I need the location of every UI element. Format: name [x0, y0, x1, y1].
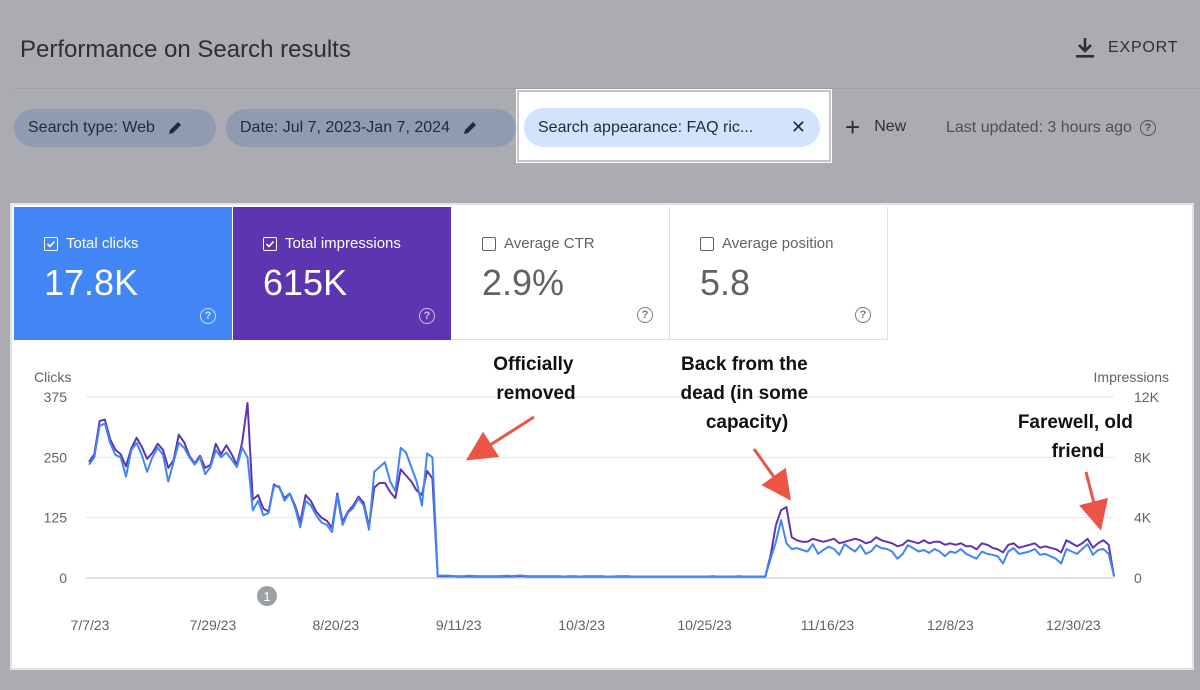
header-divider [14, 88, 1200, 89]
checkbox-unchecked-icon[interactable] [482, 236, 496, 251]
performance-line-chart: Clicks Impressions 375 250 125 0 12K 8K 4K 0 7… [34, 354, 1169, 633]
right-tick-label: 12K [1134, 389, 1160, 405]
annotation-officially-removed: Officially removed [493, 354, 579, 404]
left-tick-label: 375 [44, 389, 68, 405]
last-updated-status: Last updated: 3 hours ago ? [946, 119, 1156, 137]
help-icon[interactable]: ? [1139, 120, 1156, 136]
date-range-label: Date: Jul 7, 2023-Jan 7, 2024 [240, 119, 450, 136]
metric-value: 615K [263, 262, 348, 303]
right-tick-label: 0 [1134, 570, 1142, 586]
metric-label: Total impressions [285, 235, 401, 252]
left-tick-label: 0 [59, 570, 67, 586]
export-button[interactable]: EXPORT [1074, 36, 1178, 60]
checkbox-unchecked-icon[interactable] [700, 236, 714, 251]
pencil-icon[interactable] [462, 120, 478, 136]
annotation-arrow [1079, 471, 1109, 531]
right-tick-label: 4K [1134, 510, 1152, 526]
export-label: EXPORT [1108, 39, 1179, 56]
left-tick-label: 250 [44, 449, 68, 465]
x-tick-label: 7/29/23 [190, 617, 237, 633]
metric-value: 5.8 [700, 262, 751, 303]
x-tick-label: 11/16/23 [801, 617, 855, 633]
x-tick-label: 8/20/23 [312, 617, 359, 633]
right-tick-label: 8K [1134, 449, 1152, 465]
search-type-label: Search type: Web [28, 119, 155, 136]
annotation-arrow [752, 448, 791, 501]
x-tick-label: 12/30/23 [1046, 617, 1101, 633]
close-icon[interactable]: ✕ [790, 117, 806, 137]
date-filter-chip[interactable]: Date: Jul 7, 2023-Jan 7, 2024 [226, 109, 516, 147]
metric-label: Total clicks [66, 235, 139, 252]
metric-average-ctr[interactable]: Average CTR 2.9% ? [452, 207, 670, 340]
annotation-marker[interactable]: 1 [257, 586, 277, 606]
x-tick-label: 10/25/23 [677, 617, 732, 633]
x-tick-label: 12/8/23 [927, 617, 974, 633]
performance-chart-card: Total clicks 17.8K ? Total impressions 6… [14, 207, 1190, 666]
metric-label: Average position [722, 235, 834, 252]
search-appearance-filter-chip[interactable]: Search appearance: FAQ ric... ✕ [524, 108, 820, 147]
help-icon[interactable]: ? [200, 308, 216, 324]
metric-total-impressions[interactable]: Total impressions 615K ? [233, 207, 451, 340]
annotation-back-from-the-dead: Back from the dead (in some capacity) [680, 354, 813, 433]
help-icon[interactable]: ? [419, 308, 435, 324]
search-type-filter-chip[interactable]: Search type: Web [14, 109, 216, 147]
x-tick-label: 9/11/23 [436, 617, 482, 633]
plus-icon: + [845, 112, 861, 142]
annotation-marker-label: 1 [263, 589, 270, 604]
left-tick-label: 125 [44, 510, 68, 526]
download-icon [1076, 38, 1094, 58]
annotation-farewell: Farewell, old friend [1018, 412, 1138, 462]
metric-value: 17.8K [44, 262, 139, 303]
checkbox-checked-icon[interactable] [263, 236, 277, 251]
metric-value: 2.9% [482, 262, 565, 303]
new-filter-button[interactable]: + New [845, 112, 907, 142]
x-tick-label: 7/7/23 [71, 617, 110, 633]
metric-label: Average CTR [504, 235, 595, 252]
last-updated-text: Last updated: 3 hours ago [946, 119, 1132, 136]
new-filter-label: New [874, 118, 907, 135]
checkbox-checked-icon[interactable] [44, 236, 58, 251]
metric-total-clicks[interactable]: Total clicks 17.8K ? [14, 207, 232, 340]
left-axis-label: Clicks [34, 369, 71, 385]
metric-average-position[interactable]: Average position 5.8 ? [670, 207, 888, 340]
search-appearance-label: Search appearance: FAQ ric... [538, 118, 754, 136]
right-axis-label: Impressions [1094, 369, 1169, 385]
x-tick-label: 10/3/23 [558, 617, 605, 633]
help-icon[interactable]: ? [855, 307, 871, 323]
clicks-series-line[interactable] [88, 422, 1115, 578]
help-icon[interactable]: ? [637, 307, 653, 323]
annotation-arrow [465, 415, 535, 461]
page-title: Performance on Search results [20, 36, 351, 63]
pencil-icon[interactable] [167, 120, 183, 136]
